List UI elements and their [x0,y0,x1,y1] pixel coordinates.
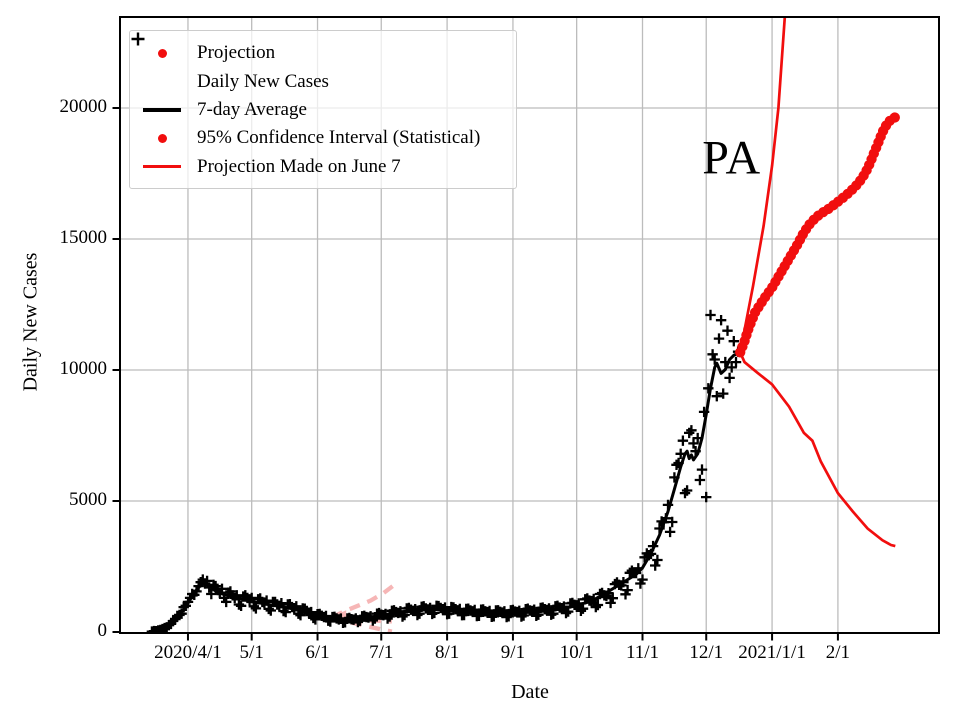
y-axis-label: Daily New Cases [19,252,42,392]
legend-label: 7-day Average [197,98,307,120]
x-tick-label: 8/1 [434,642,460,663]
dot-marker-icon [130,48,194,58]
x-axis-label: Date [511,681,549,703]
x-tick-label: 2021/1/1 [738,642,806,663]
ci-upper-line [738,17,787,353]
legend-label: Daily New Cases [197,70,329,92]
x-tick-label: 7/1 [369,642,394,663]
tick-marks [112,107,839,641]
projection-dots-series [735,112,901,358]
y-tick-label: 0 [97,620,108,642]
x-tick-label: 10/1 [559,642,594,663]
x-tick-label: 12/1 [689,642,724,663]
x-tick-label: 9/1 [500,642,526,663]
legend-label: 95% Confidence Interval (Statistical) [197,127,481,149]
june7-projection-series [331,581,398,633]
x-tick-label: 11/1 [625,642,660,663]
legend-item-confidence_interval_95: 95% Confidence Interval (Statistical) [130,124,516,152]
x-tick-label: 6/1 [305,642,330,663]
y-tick-label: 10000 [59,358,108,380]
line-marker-icon [130,108,194,112]
seven-day-average-line [151,351,741,633]
ci-lower-line [738,351,896,548]
y-tick-label: 5000 [69,489,107,511]
y-tick-label: 15000 [59,227,108,249]
legend-item-daily_new_cases: Daily New Cases [130,32,516,95]
legend-label: Projection Made on June 7 [197,155,401,177]
legend-item-seven_day_average: 7-day Average [130,96,516,124]
state-annotation: PA [702,131,762,185]
x-tick-label: 2/1 [825,642,851,663]
dot-marker-icon [130,133,194,143]
daily-cases-series [146,309,744,633]
y-tick-label: 20000 [59,96,108,118]
x-tick-label: 5/1 [239,642,264,663]
x-tick-label: 2020/4/1 [154,642,222,663]
line-marker-icon [130,165,194,169]
legend-label: Projection [197,42,276,64]
plot-border [119,16,940,634]
legend: Projection Daily New Cases 7-day Average 95… [129,30,517,189]
legend-item-projection: Projection [130,39,516,67]
legend-item-projection_made_june7: Projection Made on June 7 [130,153,516,181]
